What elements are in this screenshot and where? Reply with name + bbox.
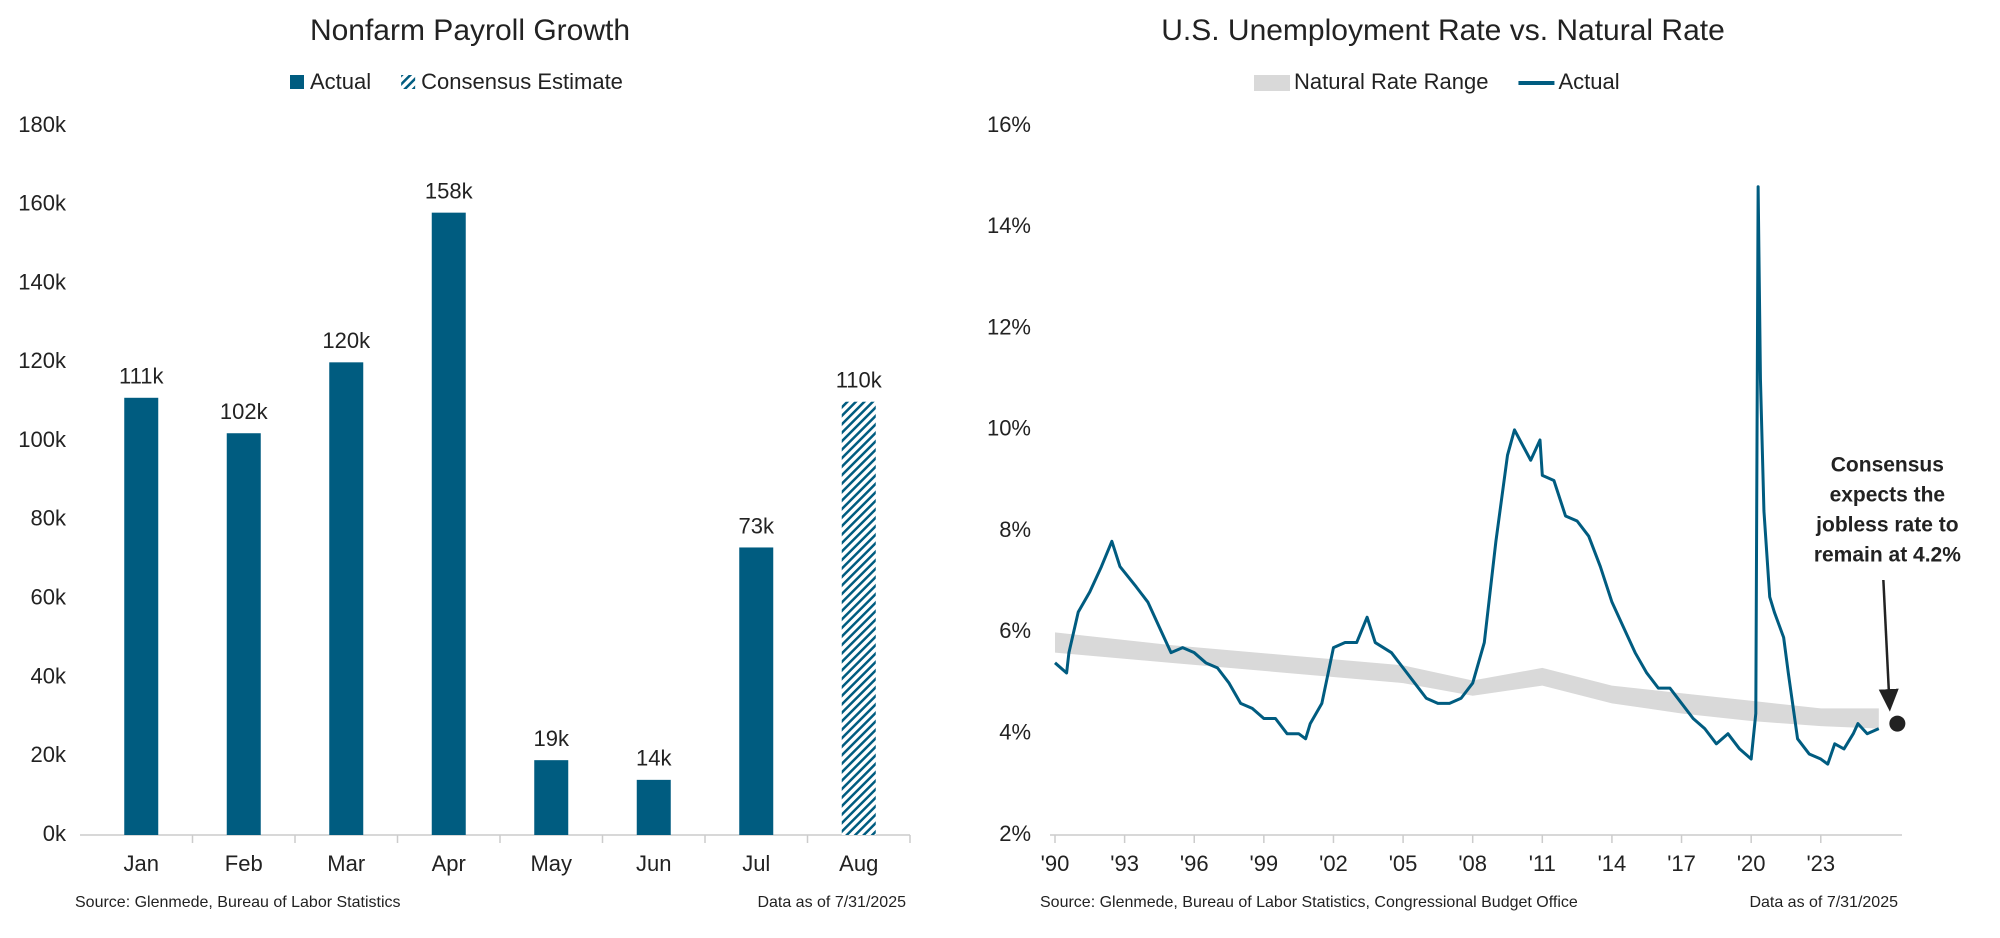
bar [739, 547, 774, 835]
value-label: 110k [836, 368, 883, 393]
y-tick-label: 16% [987, 112, 1031, 137]
y-tick-label: 160k [18, 191, 67, 216]
value-label: 158k [425, 178, 474, 203]
bar [534, 760, 569, 835]
bar [329, 362, 364, 835]
x-tick-label: '93 [1110, 851, 1139, 876]
bar [431, 212, 466, 836]
y-tick-label: 120k [18, 348, 67, 373]
x-tick-label: Apr [432, 851, 466, 876]
value-label: 120k [322, 328, 371, 353]
x-tick-label: '20 [1737, 851, 1766, 876]
legend-swatch [290, 75, 304, 89]
x-tick-label: '23 [1806, 851, 1835, 876]
y-tick-label: 12% [987, 314, 1031, 339]
value-label: 73k [739, 513, 775, 538]
annotation-arrow [1878, 579, 1899, 712]
y-tick-label: 80k [31, 506, 67, 531]
chart-title: U.S. Unemployment Rate vs. Natural Rate [1161, 14, 1725, 47]
value-label: 14k [636, 746, 672, 771]
x-tick-label: '96 [1180, 851, 1209, 876]
annotation-text: jobless rate to [1815, 514, 1958, 537]
x-tick-label: Aug [839, 851, 878, 876]
x-tick-label: '05 [1389, 851, 1418, 876]
bar [124, 397, 159, 835]
y-tick-label: 140k [18, 269, 67, 294]
y-tick-label: 100k [18, 427, 67, 452]
y-tick-label: 0k [43, 821, 67, 846]
natural-rate-band [1055, 632, 1879, 729]
annotation-point [1889, 715, 1906, 732]
x-tick-label: Mar [327, 851, 365, 876]
value-label: 102k [220, 399, 269, 424]
x-tick-label: '90 [1041, 851, 1070, 876]
x-tick-label: '99 [1250, 851, 1279, 876]
y-tick-label: 6% [999, 618, 1031, 643]
bar [636, 779, 671, 835]
y-tick-label: 10% [987, 416, 1031, 441]
y-tick-label: 20k [31, 742, 67, 767]
y-tick-label: 4% [999, 720, 1031, 745]
source: Source: Glenmede, Bureau of Labor Statis… [1040, 894, 1578, 911]
annotation-text: remain at 4.2% [1814, 544, 1961, 567]
x-tick-label: '17 [1667, 851, 1696, 876]
y-tick-label: 180k [18, 112, 67, 137]
legend-label: Actual [1558, 69, 1619, 94]
x-tick-label: Jul [742, 851, 770, 876]
bar [226, 433, 261, 835]
bar [841, 401, 876, 835]
x-tick-label: '08 [1458, 851, 1487, 876]
annotation-text: Consensus [1831, 454, 1944, 477]
x-tick-label: Feb [225, 851, 263, 876]
x-tick-label: '02 [1319, 851, 1348, 876]
legend-swatch [401, 75, 416, 89]
x-tick-label: May [530, 851, 572, 876]
y-tick-label: 60k [31, 584, 67, 609]
value-label: 111k [119, 364, 164, 389]
y-tick-label: 8% [999, 517, 1031, 542]
legend-swatch [1254, 75, 1290, 91]
y-tick-label: 14% [987, 213, 1031, 238]
y-tick-label: 2% [999, 821, 1031, 846]
legend-label: Consensus Estimate [421, 69, 623, 94]
y-tick-label: 40k [31, 663, 67, 688]
source: Source: Glenmede, Bureau of Labor Statis… [75, 894, 401, 911]
x-tick-label: '14 [1598, 851, 1627, 876]
legend-label: Actual [310, 69, 371, 94]
chart-title: Nonfarm Payroll Growth [310, 14, 630, 47]
annotation-text: expects the [1830, 484, 1946, 507]
legend-label: Natural Rate Range [1294, 69, 1488, 94]
x-tick-label: '11 [1529, 851, 1556, 876]
unemployment-line [1054, 185, 1880, 766]
note: Data as of 7/31/2025 [757, 894, 906, 911]
value-label: 19k [534, 726, 570, 751]
x-tick-label: Jun [636, 851, 671, 876]
x-tick-label: Jan [124, 851, 159, 876]
note: Data as of 7/31/2025 [1749, 894, 1898, 911]
